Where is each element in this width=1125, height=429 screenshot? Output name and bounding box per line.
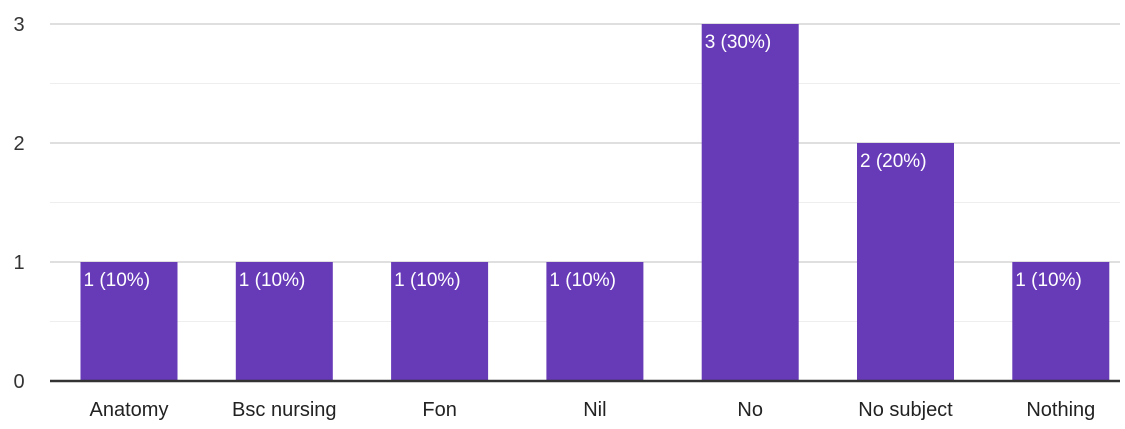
x-category-label: No subject bbox=[858, 399, 953, 421]
x-axis-labels: Anatomy Bsc nursing Fon Nil No No subject Noth… bbox=[90, 399, 1096, 421]
bar-value-label: 3 (30%) bbox=[705, 32, 772, 53]
y-tick-label: 3 bbox=[13, 14, 24, 36]
y-tick-label: 1 bbox=[13, 252, 24, 274]
bar bbox=[857, 143, 954, 381]
bar-value-label: 1 (10%) bbox=[84, 270, 151, 291]
y-tick-label: 2 bbox=[13, 133, 24, 155]
bar-value-label: 1 (10%) bbox=[239, 270, 306, 291]
x-category-label: Anatomy bbox=[90, 399, 169, 421]
bar bbox=[80, 262, 178, 381]
y-tick-label: 0 bbox=[13, 371, 24, 393]
x-category-label: Fon bbox=[422, 399, 456, 421]
bar bbox=[546, 262, 644, 381]
bar bbox=[701, 24, 799, 381]
bar-value-label: 1 (10%) bbox=[549, 270, 616, 291]
x-category-label: Nil bbox=[583, 399, 606, 421]
bar bbox=[391, 262, 489, 381]
bar-value-label: 1 (10%) bbox=[1015, 270, 1082, 291]
bar bbox=[1012, 262, 1110, 381]
bars: 1 (10%) 1 (10%) 1 (10%) 1 (10%) 3 (30%) 2 (20… bbox=[80, 24, 1110, 381]
x-category-label: Nothing bbox=[1026, 399, 1095, 421]
bar-value-label: 1 (10%) bbox=[394, 270, 461, 291]
x-category-label: Bsc nursing bbox=[232, 399, 337, 421]
bar-value-label: 2 (20%) bbox=[860, 151, 927, 172]
bar bbox=[235, 262, 333, 381]
y-axis-ticks: 0 1 2 3 bbox=[13, 14, 24, 393]
x-category-label: No bbox=[737, 399, 763, 421]
